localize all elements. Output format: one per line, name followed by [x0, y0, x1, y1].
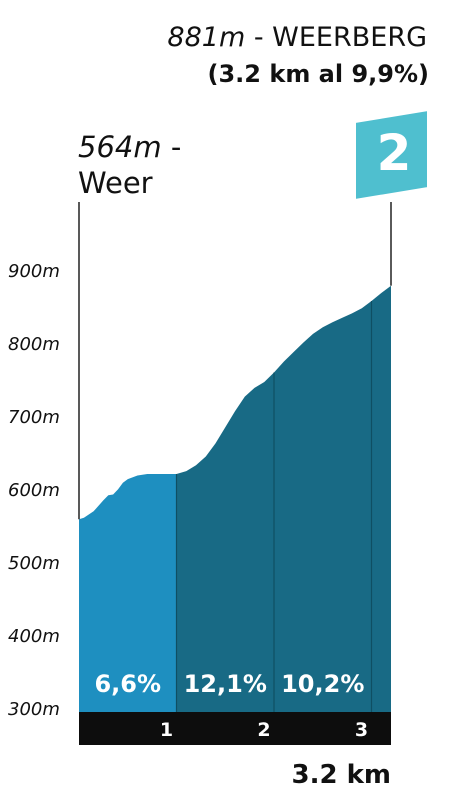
- y-tick-label: 800m: [8, 334, 60, 355]
- start-label: 564m -: [78, 130, 181, 164]
- summit-name: - WEERBERG: [245, 22, 427, 53]
- segment-gradient-label: 12,1%: [183, 670, 267, 698]
- y-tick-label: 600m: [8, 480, 60, 501]
- x-tick-label: 3: [354, 719, 369, 741]
- x-tick-label: 2: [257, 719, 271, 741]
- summit-altitude: 881m: [167, 22, 246, 53]
- profile-segment-1: [79, 474, 177, 712]
- category-badge: [354, 108, 429, 202]
- category-number: 2: [376, 124, 412, 182]
- profile-areas: [79, 285, 391, 712]
- distance-axis-bar: [79, 712, 391, 745]
- summit-label: 881m - WEERBERG: [167, 22, 427, 53]
- y-tick-label: 900m: [8, 261, 60, 282]
- badge-flag-shape: [354, 108, 429, 202]
- start-name: Weer: [78, 166, 153, 200]
- climb-summary: (3.2 km al 9,9%): [207, 60, 429, 88]
- profile-segment-3: [274, 301, 372, 712]
- segment-gradient-label: 6,6%: [94, 670, 162, 698]
- y-tick-label: 500m: [8, 553, 60, 574]
- start-dash: -: [161, 130, 182, 164]
- y-tick-label: 300m: [8, 699, 60, 720]
- start-altitude: 564m: [78, 130, 162, 164]
- total-distance: 3.2 km: [291, 760, 392, 790]
- segment-dividers: [175, 301, 373, 712]
- y-tick-label: 700m: [8, 407, 60, 428]
- segment-gradient-label: 10,2%: [281, 670, 365, 698]
- x-tick-label: 1: [159, 719, 174, 741]
- profile-segment-2: [176, 372, 274, 712]
- y-tick-label: 400m: [8, 626, 60, 647]
- profile-segment-4: [371, 285, 391, 712]
